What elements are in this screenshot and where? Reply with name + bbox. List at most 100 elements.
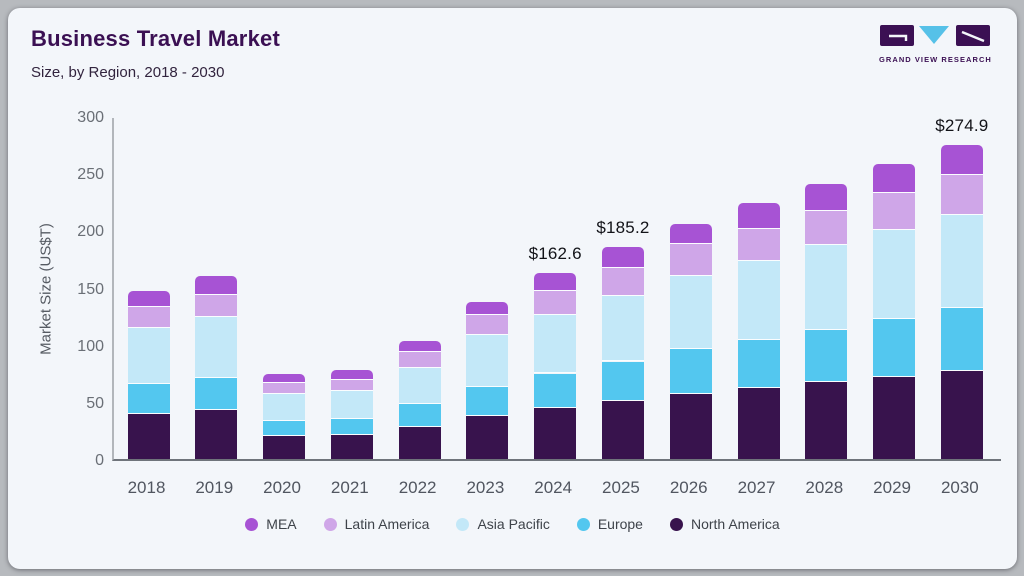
x-tick-2021: 2021 <box>330 478 369 497</box>
bar-2026 <box>669 224 712 459</box>
bar-segment-north-america-2027 <box>737 388 780 459</box>
bar-segment-europe-2020 <box>263 420 306 437</box>
legend-label-asia-pacific: Asia Pacific <box>477 516 550 532</box>
bar-2027 <box>737 203 780 459</box>
bar-segment-mea-2022 <box>398 340 441 353</box>
bar-segment-europe-2023 <box>466 386 509 417</box>
bar-segment-north-america-2025 <box>601 400 644 459</box>
chart-card: Business Travel Market Size, by Region, … <box>8 8 1017 569</box>
bar-segment-mea-2030 <box>940 144 983 175</box>
bar-segment-north-america-2023 <box>466 416 509 459</box>
bar-segment-mea-2029 <box>873 164 916 194</box>
bar-segment-mea-2020 <box>263 373 306 383</box>
legend-label-europe: Europe <box>597 516 643 532</box>
bar-segment-europe-2027 <box>737 340 780 389</box>
x-tick-2030: 2030 <box>940 478 979 497</box>
x-tick-2022: 2022 <box>398 478 437 497</box>
bar-2019 <box>195 276 238 459</box>
bar-segment-europe-2029 <box>873 318 916 377</box>
bar-segment-latin-america-2024 <box>534 290 577 315</box>
bar-2021 <box>330 369 373 459</box>
x-tick-2019: 2019 <box>195 478 234 497</box>
x-tick-2023: 2023 <box>466 478 505 497</box>
x-tick-2018: 2018 <box>127 478 166 497</box>
chart-legend: MEA Latin America Asia Pacific Europe North … <box>8 516 1017 532</box>
page-title: Business Travel Market <box>31 26 280 51</box>
bar-segment-europe-2018 <box>127 383 170 414</box>
legend-item-latin-america: Latin America <box>323 516 430 532</box>
bar-segment-asia-pacific-2026 <box>669 276 712 349</box>
bar-segment-north-america-2029 <box>873 376 916 459</box>
bar-segment-north-america-2019 <box>195 409 238 459</box>
bar-segment-asia-pacific-2021 <box>330 390 373 419</box>
bar-segment-asia-pacific-2022 <box>398 367 441 404</box>
gvr-logo-icon <box>880 25 990 46</box>
y-tick-50: 50 <box>86 394 104 412</box>
bar-segment-asia-pacific-2024 <box>534 314 577 374</box>
bar-2024 <box>534 273 577 459</box>
bar-segment-north-america-2020 <box>263 436 306 459</box>
legend-item-mea: MEA <box>245 516 297 532</box>
bar-segment-asia-pacific-2028 <box>805 244 848 330</box>
bar-segment-europe-2030 <box>940 308 983 371</box>
y-tick-250: 250 <box>77 166 104 184</box>
bar-segment-north-america-2021 <box>330 435 373 459</box>
bar-segment-latin-america-2018 <box>127 306 170 329</box>
bar-segment-asia-pacific-2027 <box>737 261 780 341</box>
bar-2022 <box>398 340 441 459</box>
y-tick-200: 200 <box>77 223 104 241</box>
data-label-2025: $185.2 <box>596 218 650 238</box>
bar-2020 <box>263 373 306 459</box>
bar-segment-north-america-2030 <box>940 370 983 459</box>
bar-segment-mea-2023 <box>466 302 509 315</box>
bar-segment-mea-2028 <box>805 184 848 212</box>
data-label-2024: $162.6 <box>528 244 582 264</box>
gvr-logo-text: GRAND VIEW RESEARCH <box>879 55 992 64</box>
x-tick-2028: 2028 <box>805 478 844 497</box>
legend-dot-asia-pacific <box>456 517 470 531</box>
y-tick-0: 0 <box>95 452 104 469</box>
bar-segment-europe-2028 <box>805 329 848 383</box>
bar-segment-europe-2025 <box>601 361 644 401</box>
plot-area: $162.6 $185.2 $274.9 <box>112 116 1001 461</box>
page-subtitle: Size, by Region, 2018 - 2030 <box>31 64 225 81</box>
gvr-logo: GRAND VIEW RESEARCH <box>879 24 991 64</box>
bar-segment-asia-pacific-2023 <box>466 334 509 387</box>
bar-segment-europe-2019 <box>195 378 238 410</box>
bar-segment-latin-america-2029 <box>873 193 916 231</box>
bar-segment-europe-2022 <box>398 403 441 427</box>
bar-segment-north-america-2024 <box>534 408 577 459</box>
y-axis-ticks: 0 50 100 150 200 250 300 <box>8 110 104 469</box>
legend-item-europe: Europe <box>576 516 643 532</box>
bar-2030 <box>940 144 983 459</box>
bar-segment-europe-2021 <box>330 419 373 435</box>
y-tick-300: 300 <box>77 109 104 126</box>
legend-label-mea: MEA <box>266 516 297 532</box>
bar-segment-asia-pacific-2029 <box>873 230 916 319</box>
x-tick-2026: 2026 <box>669 478 708 497</box>
x-tick-2027: 2027 <box>737 478 776 497</box>
bar-segment-asia-pacific-2020 <box>263 394 306 421</box>
data-label-2030: $274.9 <box>935 115 989 135</box>
legend-label-latin-america: Latin America <box>344 516 430 532</box>
bar-segment-mea-2018 <box>127 290 170 307</box>
bar-segment-mea-2019 <box>195 276 238 295</box>
bar-segment-north-america-2018 <box>127 413 170 459</box>
bar-segment-mea-2026 <box>669 224 712 245</box>
legend-label-north-america: North America <box>690 516 780 532</box>
bar-segment-asia-pacific-2025 <box>601 295 644 362</box>
bar-segment-latin-america-2020 <box>263 382 306 395</box>
x-tick-2029: 2029 <box>873 478 911 497</box>
legend-item-asia-pacific: Asia Pacific <box>456 516 550 532</box>
legend-dot-europe <box>576 517 590 531</box>
bar-segment-asia-pacific-2030 <box>940 214 983 309</box>
x-axis-labels: 2018 2019 2020 2021 2022 2023 2024 2025 2026 2027… <box>112 478 1001 502</box>
bar-segment-mea-2027 <box>737 203 780 229</box>
bar-2025 <box>601 247 644 459</box>
bar-segment-asia-pacific-2019 <box>195 316 238 379</box>
bar-segment-latin-america-2022 <box>398 352 441 368</box>
x-tick-2020: 2020 <box>263 478 301 497</box>
legend-dot-latin-america <box>323 517 337 531</box>
bar-segment-north-america-2026 <box>669 393 712 459</box>
bar-segment-latin-america-2028 <box>805 211 848 245</box>
